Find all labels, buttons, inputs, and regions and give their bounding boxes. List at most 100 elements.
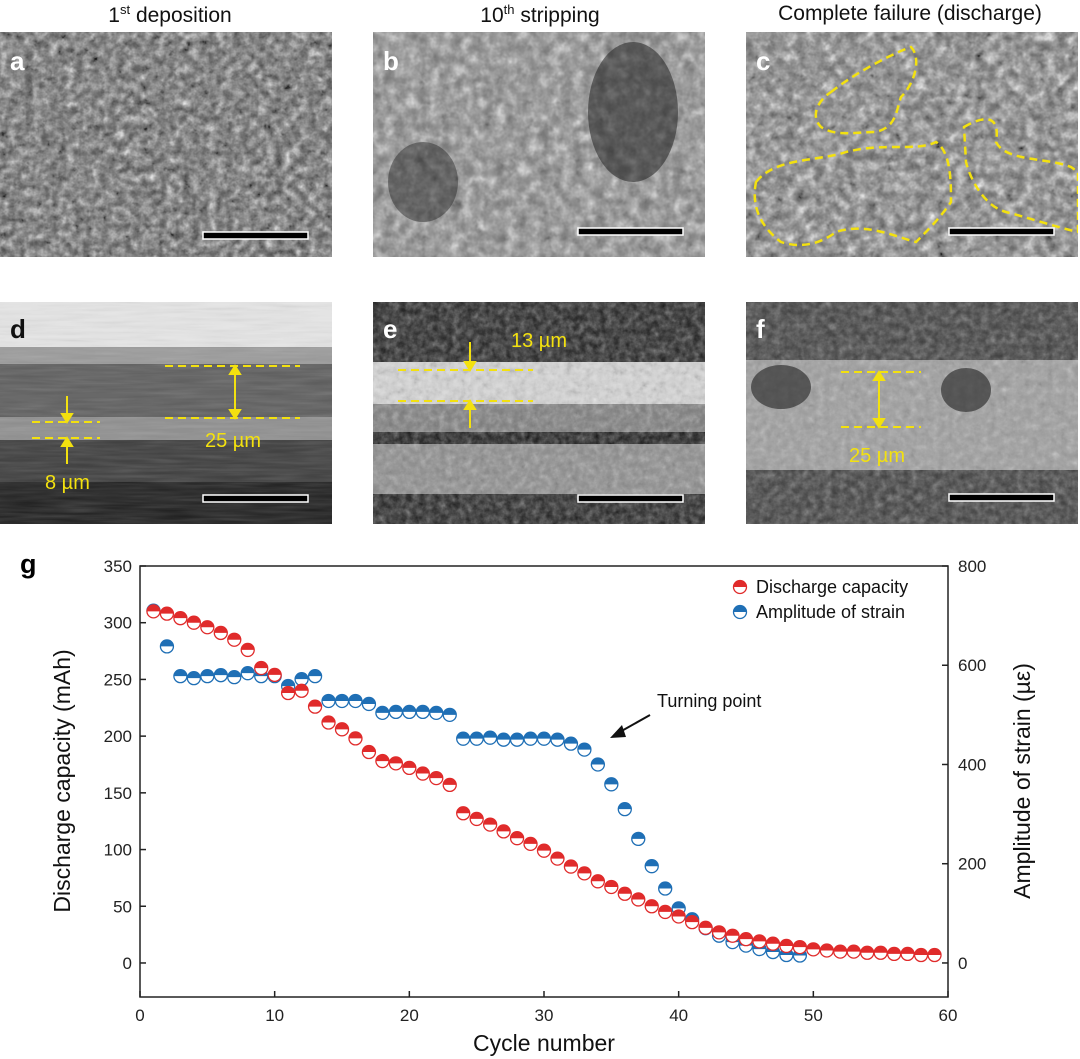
data-point-discharge bbox=[307, 699, 323, 714]
data-point-discharge bbox=[563, 859, 579, 874]
data-point-discharge bbox=[684, 914, 700, 930]
panel-label-e: e bbox=[383, 314, 398, 344]
panel-label-g: g bbox=[20, 549, 37, 579]
data-point-discharge bbox=[361, 744, 377, 760]
y2-tick-label: 0 bbox=[958, 954, 967, 973]
scale-bar bbox=[948, 227, 1055, 236]
data-point-discharge bbox=[900, 946, 915, 962]
data-point-discharge bbox=[779, 938, 794, 954]
data-point-strain bbox=[388, 704, 404, 720]
thickness-label-13um: 13 µm bbox=[511, 330, 567, 352]
data-point-discharge bbox=[913, 947, 929, 963]
title-10th-stripping: 10th stripping bbox=[480, 2, 600, 27]
data-point-discharge bbox=[806, 942, 821, 957]
data-point-discharge bbox=[375, 753, 390, 769]
data-point-discharge bbox=[873, 945, 888, 960]
data-point-discharge bbox=[752, 934, 767, 949]
data-point-discharge bbox=[738, 932, 754, 947]
data-point-discharge bbox=[469, 811, 484, 827]
data-point-strain bbox=[509, 732, 525, 747]
plot-frame bbox=[139, 565, 949, 998]
x-tick-label: 50 bbox=[804, 1006, 823, 1025]
y-tick-label: 50 bbox=[113, 897, 132, 916]
sem-image-c: c bbox=[746, 32, 1078, 257]
panel-label-d: d bbox=[10, 314, 26, 344]
data-point-discharge bbox=[280, 685, 296, 701]
data-point-strain bbox=[186, 670, 202, 686]
data-point-strain bbox=[577, 742, 592, 757]
y-axis-title: Discharge capacity (mAh) bbox=[49, 649, 75, 912]
legend-label-discharge: Discharge capacity bbox=[756, 577, 908, 597]
data-point-strain bbox=[402, 704, 417, 720]
data-point-discharge bbox=[442, 777, 457, 793]
x-tick-label: 40 bbox=[669, 1006, 688, 1025]
legend: Discharge capacity Amplitude of strain bbox=[732, 577, 908, 622]
data-point-strain bbox=[631, 831, 646, 847]
x-tick-label: 0 bbox=[135, 1006, 144, 1025]
data-point-discharge bbox=[658, 904, 673, 920]
scale-bar bbox=[202, 231, 309, 240]
x-tick-label: 30 bbox=[535, 1006, 554, 1025]
data-point-discharge bbox=[159, 606, 175, 621]
scale-bar bbox=[577, 227, 684, 236]
y2-tick-label: 200 bbox=[958, 855, 986, 874]
data-point-strain bbox=[227, 669, 242, 685]
scale-bar bbox=[577, 494, 684, 503]
x-tick-label: 60 bbox=[939, 1006, 958, 1025]
scale-bar bbox=[948, 493, 1055, 502]
data-point-discharge bbox=[240, 642, 255, 658]
data-point-strain bbox=[456, 731, 471, 746]
data-point-discharge bbox=[886, 946, 902, 962]
data-point-discharge bbox=[536, 843, 552, 858]
panel-label-b: b bbox=[383, 46, 399, 76]
x-tick-label: 20 bbox=[400, 1006, 419, 1025]
data-point-discharge bbox=[590, 874, 606, 889]
data-point-discharge bbox=[523, 836, 538, 852]
data-point-strain bbox=[563, 736, 579, 751]
title-complete-failure: Complete failure (discharge) bbox=[778, 2, 1042, 25]
data-point-strain bbox=[375, 705, 390, 721]
panel-label-f: f bbox=[756, 314, 765, 344]
data-point-strain bbox=[307, 669, 323, 684]
data-point-strain bbox=[240, 666, 255, 681]
y-tick-label: 300 bbox=[104, 614, 132, 633]
scale-bar bbox=[202, 494, 309, 503]
data-point-strain bbox=[496, 732, 511, 747]
y2-axis-title: Amplitude of strain (µε) bbox=[1009, 663, 1035, 899]
data-point-strain bbox=[469, 731, 484, 746]
data-point-strain bbox=[658, 881, 673, 896]
data-point-strain bbox=[200, 669, 215, 684]
data-point-discharge bbox=[725, 928, 740, 943]
data-point-strain bbox=[348, 693, 363, 709]
data-point-discharge bbox=[334, 722, 350, 737]
data-point-discharge bbox=[927, 947, 942, 963]
data-point-discharge bbox=[186, 615, 202, 630]
data-point-strain bbox=[213, 668, 228, 683]
sem-crosssection-f: f 25 µm bbox=[746, 302, 1078, 524]
data-point-discharge bbox=[415, 766, 430, 781]
sem-image-b: b bbox=[373, 32, 705, 257]
data-point-discharge bbox=[321, 715, 336, 730]
data-point-discharge bbox=[711, 925, 727, 940]
data-point-discharge bbox=[819, 943, 834, 958]
y-tick-label: 200 bbox=[104, 727, 132, 746]
data-point-strain bbox=[361, 696, 377, 712]
data-point-strain bbox=[604, 777, 619, 792]
y2-tick-label: 600 bbox=[958, 656, 986, 675]
legend-label-strain: Amplitude of strain bbox=[756, 602, 905, 622]
legend-marker-strain bbox=[732, 604, 748, 620]
data-point-discharge bbox=[294, 683, 309, 698]
y-tick-label: 350 bbox=[104, 557, 132, 576]
data-point-strain bbox=[550, 732, 565, 747]
thickness-label-8um: 8 µm bbox=[45, 472, 90, 494]
x-axis-title: Cycle number bbox=[473, 1030, 615, 1056]
data-point-strain bbox=[415, 704, 430, 720]
data-point-discharge bbox=[429, 770, 444, 786]
data-point-discharge bbox=[550, 851, 565, 866]
y-tick-label: 250 bbox=[104, 670, 132, 689]
data-point-discharge bbox=[631, 892, 646, 907]
legend-marker-discharge bbox=[732, 579, 748, 595]
data-point-discharge bbox=[860, 945, 875, 960]
panel-label-c: c bbox=[756, 46, 771, 76]
data-point-discharge bbox=[227, 632, 242, 647]
